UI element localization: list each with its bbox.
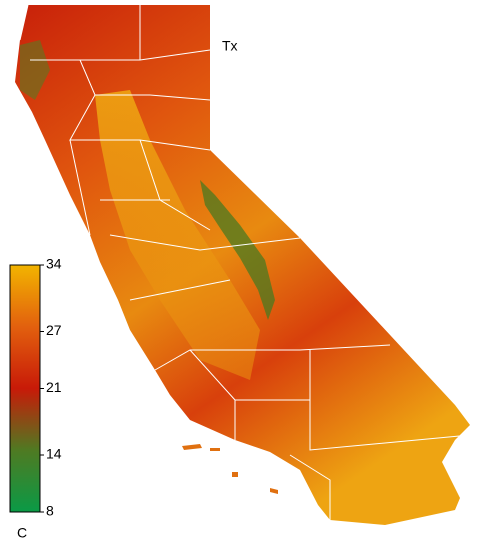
colorbar-tick-label: 34 bbox=[46, 256, 62, 272]
state-shape bbox=[15, 5, 470, 525]
colorbar-tick-label: 21 bbox=[46, 379, 62, 395]
colorbar-unit: C bbox=[17, 525, 27, 541]
sierra bbox=[200, 180, 275, 320]
colorbar-tick-label: 27 bbox=[46, 322, 62, 338]
colorbar: 34 27 21 14 8 C bbox=[9, 256, 62, 541]
central-valley bbox=[95, 90, 260, 380]
island bbox=[182, 444, 278, 494]
colorbar-tick-label: 8 bbox=[46, 503, 54, 519]
north-coast bbox=[20, 40, 50, 100]
colorbar-scale bbox=[9, 264, 41, 513]
california bbox=[15, 4, 471, 525]
colorbar-tick-label: 14 bbox=[46, 446, 62, 462]
map-title: Tx bbox=[222, 38, 238, 54]
county-line bbox=[19, 4, 471, 520]
